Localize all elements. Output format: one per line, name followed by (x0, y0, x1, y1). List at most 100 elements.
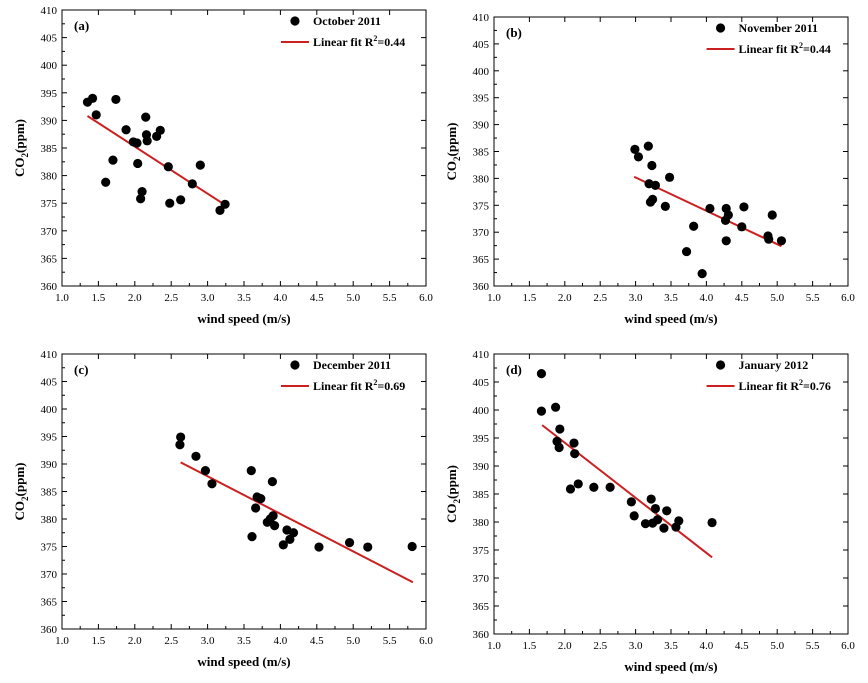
legend-fit-text: Linear fit R (313, 379, 374, 393)
x-tick-label: 2.0 (128, 292, 142, 304)
y-tick-label: 395 (41, 432, 58, 444)
x-tick-label: 2.5 (164, 635, 178, 647)
y-tick-label: 385 (473, 489, 490, 501)
legend-fit-value: =0.44 (377, 35, 405, 49)
x-tick-label: 1.5 (92, 635, 106, 647)
y-tick-label: 395 (473, 93, 490, 105)
data-point (662, 506, 672, 516)
plot-frame (493, 353, 849, 635)
y-tick-label: 365 (41, 597, 58, 609)
data-point (407, 541, 417, 552)
legend-point-marker (290, 360, 300, 370)
y-tick-label: 365 (473, 254, 490, 266)
data-point (195, 160, 205, 170)
y-tick-label: 360 (473, 281, 490, 293)
y-axis-title: CO2(ppm) (12, 119, 30, 177)
y-tick-label: 375 (473, 200, 490, 212)
data-point (207, 479, 217, 489)
x-tick-label: 4.5 (735, 640, 749, 652)
x-tick-label: 2.5 (593, 292, 607, 304)
data-point (91, 110, 101, 120)
data-point (215, 205, 225, 215)
data-point (633, 152, 644, 162)
x-tick-label: 1.5 (523, 640, 537, 652)
y-tick-label: 410 (473, 349, 490, 361)
y-tick-label: 410 (41, 349, 58, 361)
y-tick-label: 400 (41, 404, 58, 416)
x-tick-label: 6.0 (419, 292, 433, 304)
y-tick-label: 375 (473, 545, 490, 557)
y-axis-title-subscript: 2 (452, 498, 462, 503)
y-tick-label: 360 (41, 624, 58, 636)
data-point (137, 187, 147, 197)
y-tick-label: 365 (473, 601, 490, 613)
panel-label: (b) (506, 25, 522, 40)
y-tick-label: 380 (473, 173, 490, 185)
x-tick-label: 6.0 (841, 640, 855, 652)
data-point (650, 180, 661, 190)
legend-point-marker (290, 16, 300, 26)
x-tick-label: 2.5 (593, 640, 607, 652)
y-axis-title-unit: (ppm) (444, 123, 459, 157)
data-point (647, 194, 658, 204)
x-tick-label: 5.0 (770, 292, 784, 304)
x-tick-label: 4.5 (310, 292, 324, 304)
legend-fit-label: Linear fit R2=0.44 (739, 41, 831, 56)
y-tick-label: 405 (41, 33, 58, 45)
y-tick-label: 390 (473, 461, 490, 473)
y-axis-title-main: CO (12, 157, 27, 177)
y-tick-label: 370 (41, 569, 58, 581)
data-point (723, 210, 733, 220)
x-tick-label: 3.0 (201, 292, 215, 304)
panel-d: 1.0 1.5 2.0 2.5 3.0 3.5 4.0 4.5 5.0 5.5 6.0 360 365 3… (444, 349, 855, 674)
x-tick-label: 1.0 (487, 640, 501, 652)
data-point (278, 540, 288, 550)
x-tick-label: 4.0 (274, 292, 288, 304)
data-point (121, 125, 131, 135)
data-point (647, 160, 657, 171)
data-point (267, 477, 277, 487)
y-tick-label: 395 (473, 433, 490, 445)
x-tick-label: 2.0 (558, 640, 572, 652)
y-tick-label: 405 (473, 39, 490, 51)
y-axis-title-main: CO (12, 501, 27, 521)
data-point (176, 195, 186, 205)
plot-frame (61, 9, 427, 287)
legend-points-label: January 2012 (739, 358, 809, 372)
data-point (163, 162, 173, 172)
x-tick-label: 3.5 (664, 640, 678, 652)
linear-fit-line (180, 461, 414, 584)
data-point (776, 236, 787, 246)
y-tick-label: 410 (473, 12, 490, 24)
data-point (697, 269, 707, 279)
y-tick-label: 385 (473, 147, 490, 159)
data-point (536, 406, 547, 416)
data-point (681, 246, 692, 257)
data-point (363, 542, 373, 552)
data-point (767, 210, 777, 220)
data-point (689, 221, 699, 231)
x-tick-label: 1.5 (523, 292, 537, 304)
data-point (111, 94, 121, 105)
y-tick-label: 400 (41, 60, 58, 72)
legend-fit-superscript: 2 (373, 34, 377, 43)
data-point (344, 538, 355, 548)
x-tick-label: 5.0 (770, 640, 784, 652)
data-point (141, 112, 151, 122)
data-point (187, 179, 197, 189)
panel-label: (d) (506, 362, 522, 377)
legend-fit-label: Linear fit R2=0.69 (313, 378, 405, 393)
x-axis-title: wind speed (m/s) (197, 654, 290, 669)
data-point (536, 369, 547, 379)
data-point (643, 141, 653, 151)
data-point (87, 93, 98, 103)
data-point (570, 449, 580, 459)
x-tick-label: 4.0 (700, 292, 714, 304)
legend-fit-label: Linear fit R2=0.76 (739, 378, 831, 393)
plot-frame (61, 353, 427, 630)
legend-fit-superscript: 2 (799, 41, 803, 50)
x-tick-label: 5.5 (806, 292, 820, 304)
data-point (573, 479, 583, 489)
data-point (707, 517, 717, 528)
data-point (630, 144, 640, 154)
